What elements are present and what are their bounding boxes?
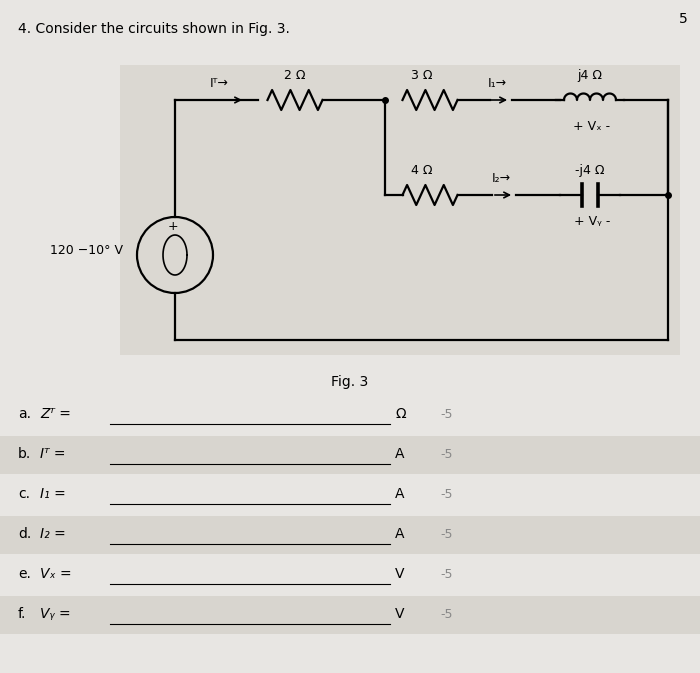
Bar	[120, 65, 680, 355]
Text: -5: -5	[440, 448, 452, 460]
Text: A: A	[395, 447, 405, 461]
Text: -5: -5	[440, 407, 452, 421]
Text: V: V	[395, 607, 405, 621]
Text: I₁→: I₁→	[488, 77, 507, 90]
Text: e.: e.	[18, 567, 31, 581]
Bar	[0, 596, 700, 634]
Text: I₁ =: I₁ =	[40, 487, 66, 501]
Text: I₂ =: I₂ =	[40, 527, 66, 541]
Text: -5: -5	[440, 608, 452, 621]
Text: Vᵧ =: Vᵧ =	[40, 607, 71, 621]
Text: -5: -5	[440, 528, 452, 540]
Text: a.: a.	[18, 407, 31, 421]
Text: Zᵀ =: Zᵀ =	[40, 407, 71, 421]
Text: + Vᵧ -: + Vᵧ -	[574, 215, 610, 228]
Text: 120 −10° V: 120 −10° V	[50, 244, 123, 256]
Text: Iᵀ→: Iᵀ→	[210, 77, 229, 90]
Text: c.: c.	[18, 487, 30, 501]
Text: + Vₓ -: + Vₓ -	[573, 120, 610, 133]
Text: Fig. 3: Fig. 3	[331, 375, 369, 389]
Text: Ω: Ω	[395, 407, 405, 421]
Text: Vₓ =: Vₓ =	[40, 567, 71, 581]
Text: 2 Ω: 2 Ω	[284, 69, 306, 82]
Text: Iᵀ =: Iᵀ =	[40, 447, 66, 461]
Text: j4 Ω: j4 Ω	[578, 69, 603, 82]
Text: A: A	[395, 527, 405, 541]
Text: -5: -5	[440, 487, 452, 501]
Text: 3 Ω: 3 Ω	[412, 69, 433, 82]
Bar	[0, 436, 700, 474]
Text: -j4 Ω: -j4 Ω	[575, 164, 605, 177]
Text: 4 Ω: 4 Ω	[412, 164, 433, 177]
Text: +: +	[168, 221, 178, 234]
Text: I₂→: I₂→	[492, 172, 511, 185]
Text: A: A	[395, 487, 405, 501]
Bar	[0, 516, 700, 554]
Text: 4. Consider the circuits shown in Fig. 3.: 4. Consider the circuits shown in Fig. 3…	[18, 22, 290, 36]
Text: -5: -5	[440, 567, 452, 581]
Text: f.: f.	[18, 607, 27, 621]
Text: b.: b.	[18, 447, 32, 461]
Text: 5: 5	[679, 12, 688, 26]
Text: V: V	[395, 567, 405, 581]
Text: d.: d.	[18, 527, 32, 541]
